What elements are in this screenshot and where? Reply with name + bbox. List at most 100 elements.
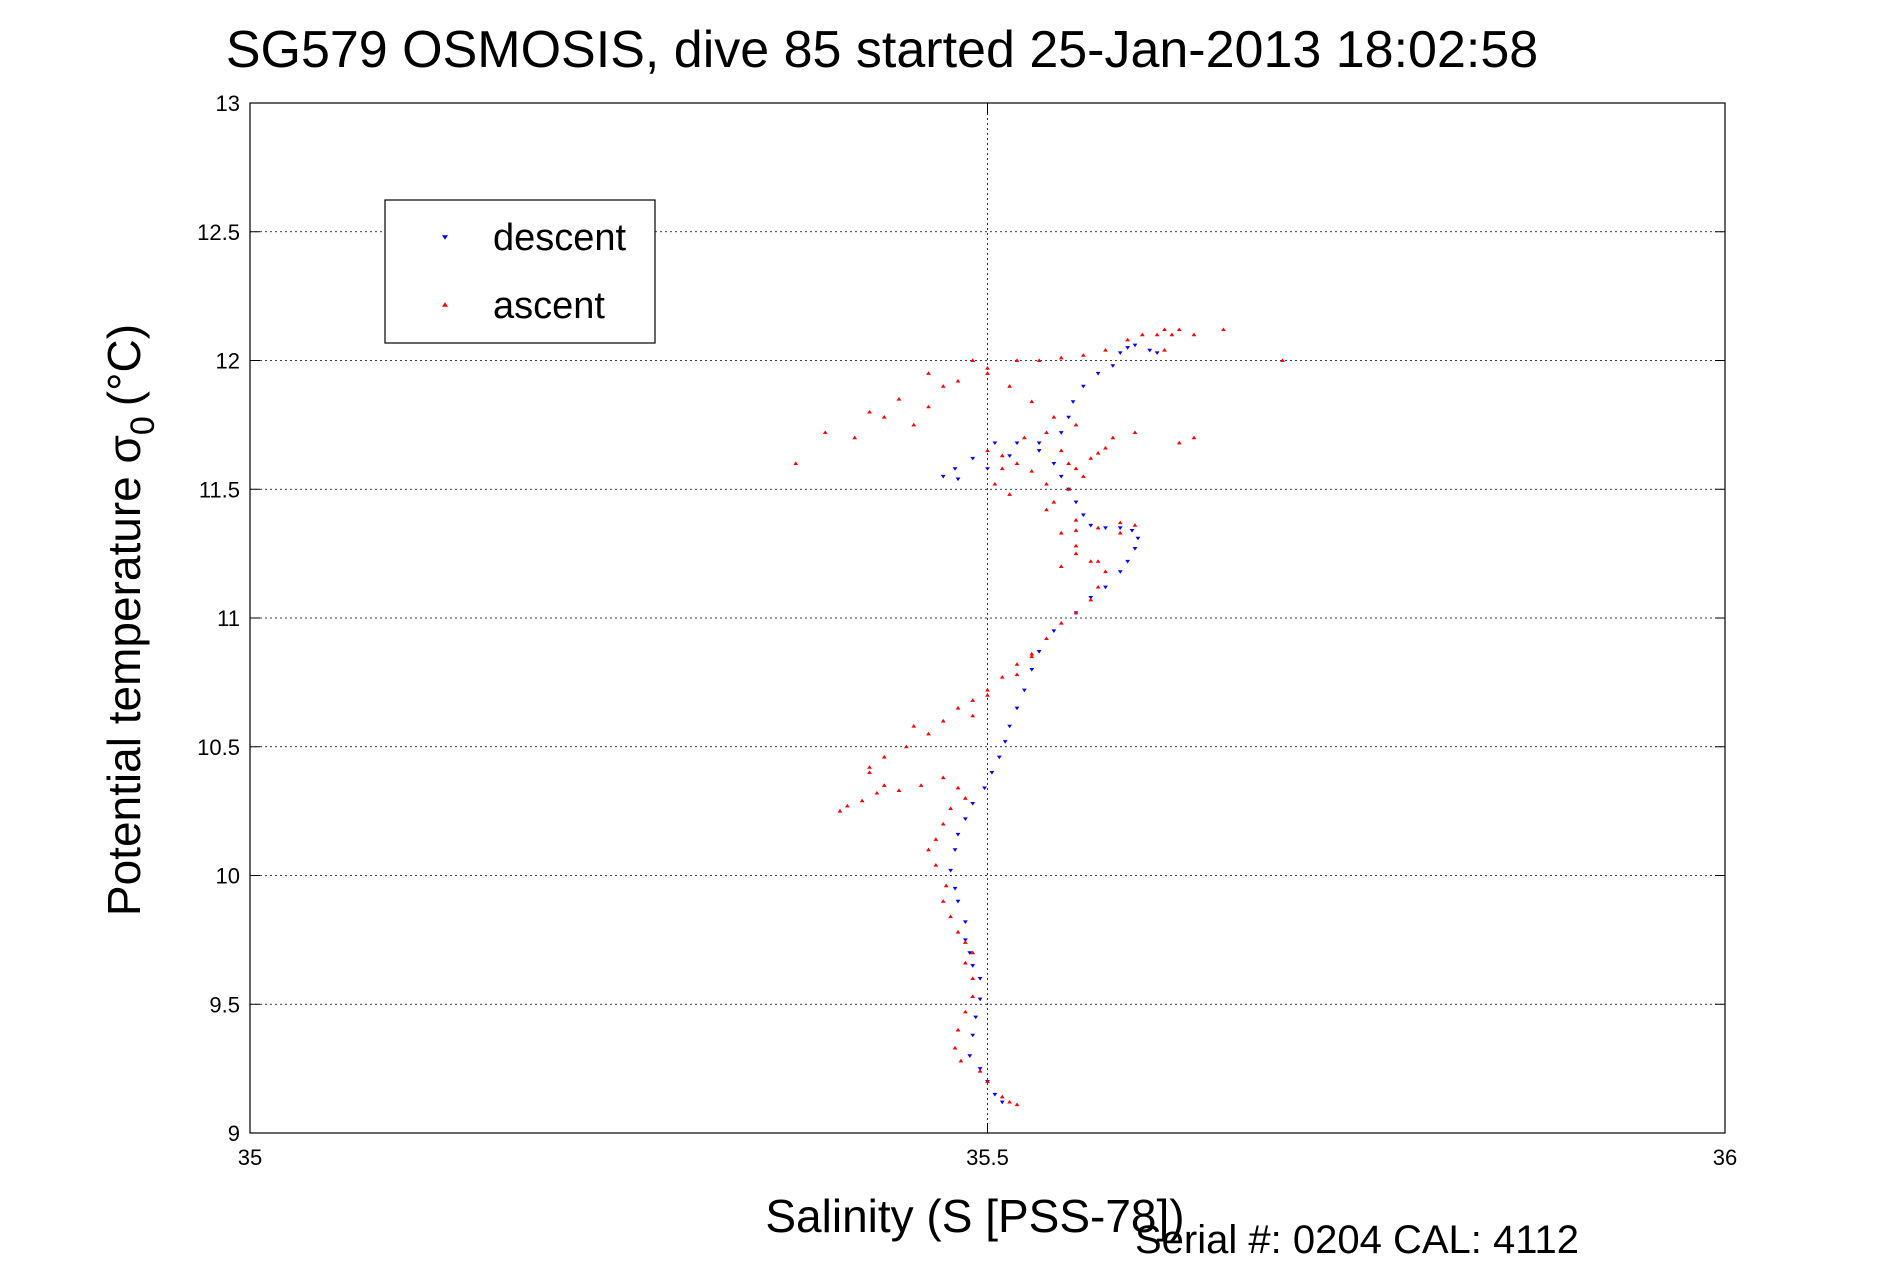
ascent-point xyxy=(1080,474,1086,478)
descent-point xyxy=(952,848,958,852)
ascent-point xyxy=(867,409,872,414)
ascent-point xyxy=(955,705,961,710)
ascent-point xyxy=(999,1094,1005,1099)
y-tick-label: 9 xyxy=(228,1121,240,1146)
y-tick-label: 13 xyxy=(216,91,240,116)
ascent-point xyxy=(999,453,1005,458)
ascent-point xyxy=(896,396,902,401)
ascent-point xyxy=(940,821,946,826)
ascent-point xyxy=(970,950,976,955)
descent-point xyxy=(1103,585,1108,590)
descent-point xyxy=(1095,371,1101,376)
ascent-point xyxy=(977,1069,983,1073)
ascent-point xyxy=(1110,435,1116,440)
descent-point xyxy=(940,474,946,479)
ascent-point xyxy=(999,675,1005,679)
ascent-point xyxy=(962,940,968,944)
ascent-point xyxy=(1095,584,1101,589)
ascent-point xyxy=(1280,358,1285,362)
ascent-point xyxy=(1044,430,1049,435)
ascent-point xyxy=(1058,620,1064,625)
ascent-point xyxy=(1058,530,1064,535)
descent-point xyxy=(999,1100,1005,1105)
ascent-point xyxy=(1176,440,1182,445)
ascent-point xyxy=(1066,461,1072,465)
ascent-point xyxy=(1014,662,1020,666)
ascent-point xyxy=(1044,636,1049,641)
x-axis-label: Salinity (S [PSS-78]) xyxy=(765,1190,1184,1242)
chart-title: SG579 OSMOSIS, dive 85 started 25-Jan-20… xyxy=(226,21,1538,79)
ascent-point xyxy=(852,435,858,440)
ascent-point xyxy=(867,770,872,774)
ascent-point xyxy=(874,790,880,795)
ascent-point xyxy=(1073,610,1079,615)
ascent-point xyxy=(958,1058,964,1063)
descent-point xyxy=(1125,559,1131,564)
descent-point xyxy=(1073,500,1079,505)
descent-point xyxy=(1103,526,1108,531)
ascent-point xyxy=(1088,456,1094,460)
ascent-point xyxy=(1014,461,1020,465)
ascent-point xyxy=(1058,448,1064,453)
ascent-point xyxy=(962,796,968,800)
ascent-point xyxy=(940,718,946,723)
descent-point xyxy=(1036,441,1042,446)
ascent-point xyxy=(1014,358,1020,362)
ascent-point xyxy=(1029,469,1035,473)
legend-label-descent: descent xyxy=(493,217,627,259)
ascent-point xyxy=(1125,337,1131,342)
ascent-point xyxy=(985,371,990,375)
ascent-point xyxy=(926,847,931,852)
legend-label-ascent: ascent xyxy=(493,285,605,327)
descent-point xyxy=(1014,706,1020,711)
ascent-point xyxy=(918,783,924,787)
descent-point xyxy=(989,771,995,775)
ascent-point xyxy=(1088,597,1094,602)
descent-point xyxy=(1117,570,1123,574)
footer-serial: Serial #: 0204 CAL: 4112 xyxy=(1135,1218,1579,1262)
ascent-point xyxy=(1007,384,1013,388)
y-tick-label: 10.5 xyxy=(197,735,240,760)
ascent-point xyxy=(985,366,990,370)
ascent-point xyxy=(1103,569,1108,574)
ascent-point xyxy=(926,371,931,375)
descent-point xyxy=(1021,688,1027,693)
ascent-point xyxy=(1051,414,1057,419)
descent-point xyxy=(977,977,983,981)
ascent-point xyxy=(1221,327,1226,332)
ascent-point xyxy=(1021,435,1027,440)
descent-point xyxy=(1036,650,1042,654)
y-axis-label: Potential temperature σ0 (°C) xyxy=(98,324,162,916)
ascent-point xyxy=(859,798,865,803)
descent-point xyxy=(970,456,976,461)
ascent-point xyxy=(1117,520,1123,525)
ascent-point xyxy=(1051,499,1057,504)
descent-point xyxy=(1147,348,1153,353)
ascent-point xyxy=(1014,672,1020,677)
ascent-point xyxy=(881,783,887,787)
ascent-point xyxy=(1073,528,1079,532)
descent-point xyxy=(1058,431,1064,435)
ascent-point xyxy=(970,713,976,718)
ascent-point xyxy=(881,754,887,759)
ascent-point xyxy=(1191,332,1197,337)
ascent-point xyxy=(1073,422,1079,427)
ascent-point xyxy=(837,808,843,813)
descent-point xyxy=(962,938,968,943)
ascent-point xyxy=(1095,451,1101,455)
descent-point xyxy=(955,832,961,837)
ascent-point xyxy=(1103,445,1108,450)
ascent-point xyxy=(867,765,872,769)
ascent-point xyxy=(1154,332,1160,337)
descent-point xyxy=(948,868,954,873)
descent-point xyxy=(1129,529,1135,533)
descent-point xyxy=(1051,629,1057,634)
ascent-point xyxy=(1103,348,1108,352)
data-points xyxy=(793,327,1285,1107)
ascent-point xyxy=(985,687,990,692)
ascent-point xyxy=(793,461,799,465)
descent-point xyxy=(1135,536,1141,541)
y-axis-label-subscript: 0 xyxy=(124,416,162,435)
descent-point xyxy=(1002,740,1008,744)
ascent-point xyxy=(896,788,902,792)
